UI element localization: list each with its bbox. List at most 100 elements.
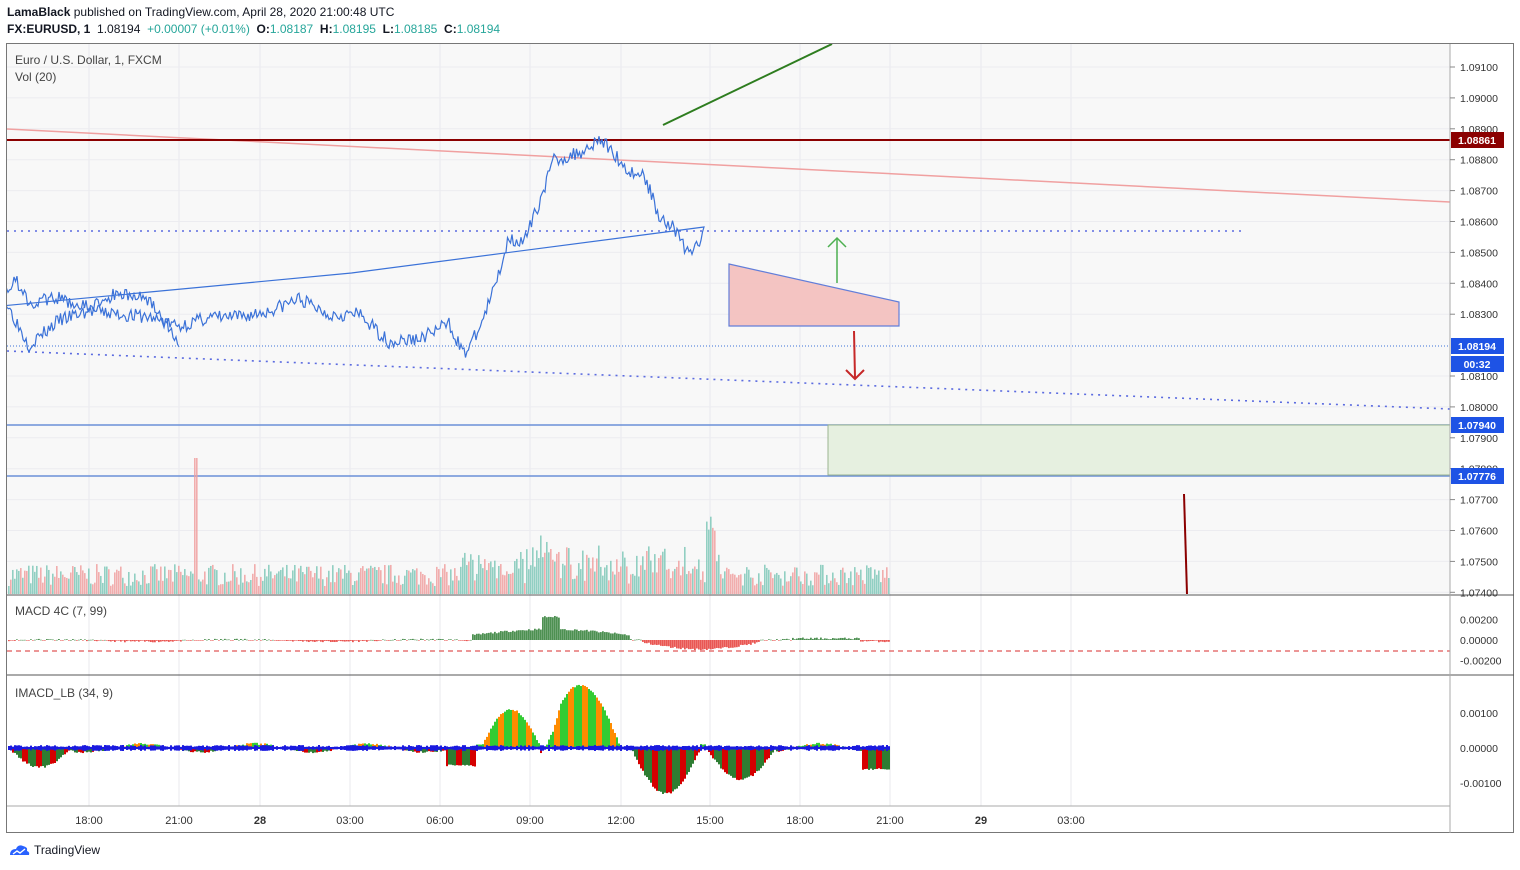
- imacd-blue-bar: [30, 745, 32, 751]
- macd-bar: [328, 640, 330, 642]
- imacd-bar: [688, 748, 690, 772]
- volume-bar: [270, 571, 272, 594]
- imacd-blue-bar: [244, 746, 246, 750]
- imacd-blue-bar: [198, 745, 200, 751]
- volume-bar: [814, 572, 816, 594]
- macd-bar: [174, 640, 176, 641]
- imacd-bar: [720, 748, 722, 769]
- imacd-bar: [548, 739, 550, 748]
- imacd-blue-bar: [588, 745, 590, 751]
- imacd-blue-bar: [154, 745, 156, 751]
- volume-bar: [80, 565, 82, 594]
- volume-bar: [836, 582, 838, 594]
- volume-bar: [440, 577, 442, 594]
- volume-bar: [278, 571, 280, 594]
- macd-bar: [608, 632, 610, 640]
- imacd-blue-bar: [792, 746, 794, 750]
- volume-bar: [552, 559, 554, 594]
- macd-bar: [178, 640, 180, 641]
- volume-bar: [216, 570, 218, 594]
- volume-bar: [648, 546, 650, 594]
- tradingview-logo[interactable]: TradingView: [8, 843, 100, 857]
- macd-bar: [296, 640, 298, 641]
- macd-bar: [864, 640, 866, 641]
- imacd-blue-bar: [838, 745, 840, 751]
- imacd-bar: [860, 748, 862, 751]
- macd-bar: [238, 639, 240, 641]
- volume-bar: [164, 566, 166, 594]
- author[interactable]: LamaBlack: [7, 5, 71, 19]
- imacd-bar: [312, 748, 314, 754]
- imacd-bar: [36, 748, 38, 767]
- volume-bar: [44, 576, 46, 594]
- imacd-tick-label: 0.00000: [1460, 743, 1498, 755]
- volume-bar: [350, 572, 352, 594]
- chart-frame[interactable]: [6, 43, 1514, 833]
- volume-bar: [774, 574, 776, 594]
- volume-bar: [624, 557, 626, 594]
- macd-bar: [636, 639, 638, 641]
- imacd-blue-bar: [518, 746, 520, 750]
- imacd-blue-bar: [840, 746, 842, 750]
- volume-bar: [240, 568, 242, 594]
- imacd-blue-bar: [398, 746, 400, 750]
- imacd-blue-bar: [264, 745, 266, 751]
- volume-bar: [822, 564, 824, 594]
- price-tick-label: 1.08600: [1460, 217, 1498, 229]
- imacd-bar: [570, 688, 572, 748]
- imacd-blue-bar: [236, 746, 238, 750]
- imacd-blue-bar: [48, 745, 50, 751]
- imacd-blue-bar: [332, 746, 334, 750]
- imacd-blue-bar: [492, 745, 494, 751]
- macd-bar: [124, 640, 126, 643]
- macd-bar: [814, 637, 816, 640]
- macd-bar: [878, 640, 880, 643]
- volume-bar: [224, 572, 226, 594]
- macd-bar: [144, 640, 146, 642]
- volume-bar: [618, 571, 620, 594]
- imacd-bar: [200, 748, 202, 753]
- imacd-blue-bar: [858, 745, 860, 751]
- volume-bar: [406, 569, 408, 594]
- imacd-blue-bar: [124, 746, 126, 750]
- volume-bar: [680, 575, 682, 594]
- macd-bar: [266, 639, 268, 641]
- macd-bar: [304, 640, 306, 641]
- imacd-bar: [466, 748, 468, 765]
- imacd-blue-bar: [80, 746, 82, 750]
- imacd-blue-bar: [708, 745, 710, 751]
- macd-bar: [288, 640, 290, 641]
- volume-bar: [746, 567, 748, 594]
- volume-bar: [384, 564, 386, 594]
- volume-bar: [380, 570, 382, 594]
- volume-bar: [520, 551, 522, 594]
- macd-bar: [744, 640, 746, 645]
- macd-bar: [36, 639, 38, 640]
- macd-bar: [260, 640, 262, 641]
- imacd-blue-bar: [870, 745, 872, 751]
- imacd-blue-bar: [758, 745, 760, 751]
- imacd-blue-bar: [766, 746, 768, 750]
- imacd-blue-bar: [522, 746, 524, 750]
- imacd-blue-bar: [508, 746, 510, 750]
- macd-bar: [628, 635, 630, 640]
- macd-bar: [88, 639, 90, 641]
- imacd-blue-bar: [82, 745, 84, 751]
- macd-bar: [886, 640, 888, 642]
- imacd-blue-bar: [302, 745, 304, 751]
- volume-bar: [716, 561, 718, 594]
- imacd-bar: [878, 748, 880, 769]
- macd-bar: [476, 633, 478, 640]
- macd-bar: [156, 640, 158, 641]
- imacd-blue-bar: [256, 745, 258, 751]
- imacd-blue-bar: [636, 746, 638, 750]
- macd-bar: [242, 639, 244, 641]
- macd-bar: [544, 616, 546, 640]
- macd-bar: [58, 639, 60, 640]
- macd-bar: [768, 639, 770, 640]
- volume-bar: [462, 557, 464, 594]
- volume-bar: [300, 565, 302, 594]
- volume-bar: [522, 558, 524, 594]
- imacd-blue-bar: [148, 746, 150, 750]
